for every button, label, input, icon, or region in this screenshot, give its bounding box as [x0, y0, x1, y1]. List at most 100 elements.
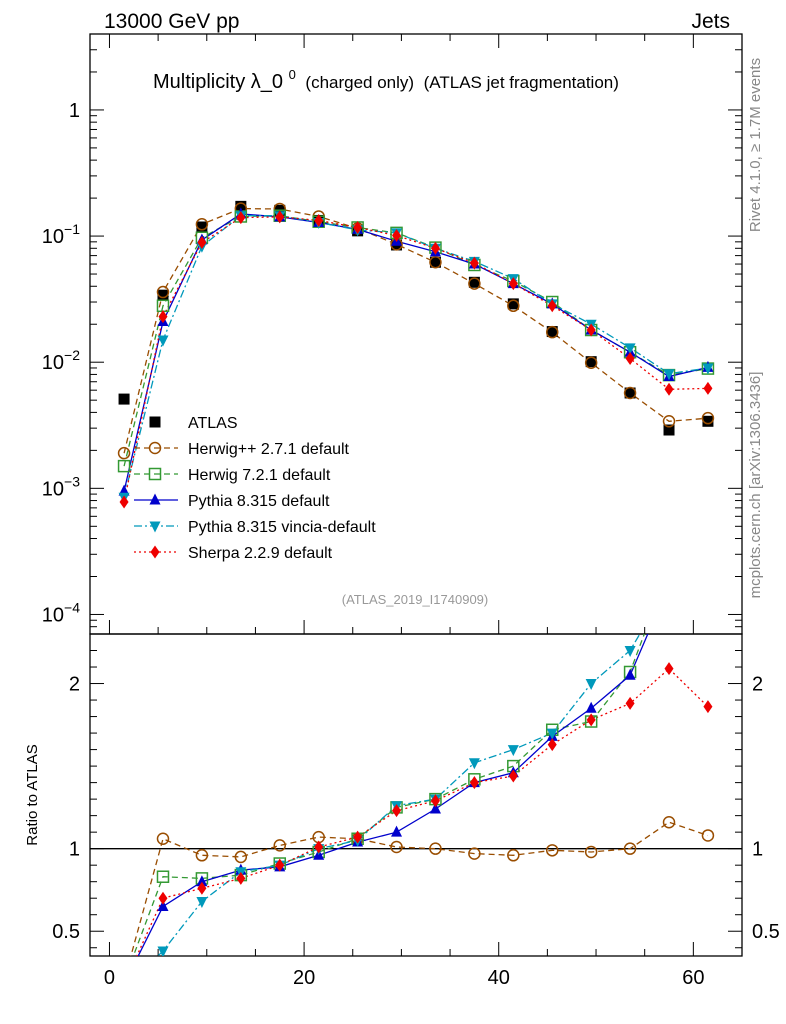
series-lines-layer	[123, 207, 709, 956]
legend: ATLAS Herwig++ 2.7.1 default Herwig 7.2.1 …	[134, 415, 376, 562]
series-marker	[469, 256, 479, 270]
series-point-main-herwig-2-7-1-default	[117, 446, 131, 460]
series-point-ratio-pythia-8-315-vincia-default	[157, 946, 169, 956]
series-point-ratio-pythia-8-315-default	[429, 802, 441, 814]
series-point-main-sherpa-2-2-9-default	[314, 213, 324, 227]
legend-label-herwig-7-2-1-default: Herwig 7.2.1 default	[188, 467, 331, 484]
series-marker	[157, 946, 169, 956]
series-marker	[430, 241, 440, 255]
series-point-main-herwig-2-7-1-default	[584, 356, 598, 370]
data-point-atlas-marker	[429, 256, 441, 268]
series-marker	[353, 830, 363, 844]
data-point-atlas	[157, 289, 169, 301]
series-marker	[119, 975, 130, 986]
series-marker	[156, 832, 170, 846]
series-marker	[157, 335, 169, 347]
series-marker	[468, 758, 480, 770]
series-point-ratio-herwig-2-7-1-default	[390, 840, 403, 854]
series-line-ratio-herwig-7-2-1-default	[132, 634, 645, 956]
series-point-ratio-sherpa-2-2-9-default	[547, 738, 557, 752]
series-point-ratio-sherpa-2-2-9-default	[703, 700, 713, 714]
ratio-tick-label-right: 0.5	[752, 921, 780, 943]
series-marker	[702, 579, 713, 590]
legend-marker-atlas	[149, 416, 161, 428]
series-marker	[623, 386, 637, 400]
data-point-atlas	[468, 276, 480, 288]
series-marker	[664, 578, 675, 589]
x-tick-label: 20	[293, 967, 315, 989]
series-point-ratio-sherpa-2-2-9-default	[430, 794, 440, 808]
series-point-main-sherpa-2-2-9-default	[586, 323, 596, 337]
series-marker	[392, 804, 402, 818]
series-point-ratio-herwig-2-7-1-default	[584, 845, 598, 859]
rivet-version-label: Rivet 4.1.0, ≥ 1.7M events	[747, 58, 764, 232]
series-marker	[195, 849, 209, 862]
plot-title-suffix2: (ATLAS jet fragmentation)	[424, 73, 619, 92]
series-marker	[468, 847, 481, 860]
legend-entry-atlas: ATLAS	[149, 415, 238, 432]
series-point-ratio-pythia-8-315-vincia-default	[546, 728, 558, 740]
series-line-ratio-pythia-8-315-default	[137, 634, 649, 956]
series-point-ratio-sherpa-2-2-9-default	[508, 769, 518, 783]
legend-entry-sherpa-2-2-9-default: Sherpa 2.2.9 default	[134, 545, 333, 562]
data-point-atlas	[429, 256, 441, 268]
legend-label-pythia-8-315-default: Pythia 8.315 default	[188, 493, 330, 510]
series-marker	[353, 220, 363, 234]
series-marker	[585, 679, 597, 691]
series-marker	[664, 382, 674, 396]
series-point-main-sherpa-2-2-9-default	[430, 241, 440, 255]
series-point-ratio-herwig-2-7-1-default	[195, 849, 209, 862]
series-marker	[624, 646, 636, 658]
y-tick-label-exponent: −3	[64, 473, 80, 489]
series-point-ratio-sherpa-2-2-9-default	[353, 830, 363, 844]
series-point-ratio-sherpa-2-2-9-default	[586, 713, 596, 727]
data-point-atlas	[663, 424, 675, 436]
series-marker	[156, 870, 170, 883]
data-point-atlas-marker	[196, 221, 208, 233]
series-point-ratio-herwig-7-2-1-default	[664, 562, 675, 573]
series-point-ratio-pythia-8-315-vincia-default	[702, 563, 713, 574]
data-point-atlas-marker	[585, 356, 597, 368]
series-point-ratio-sherpa-2-2-9-default	[664, 662, 674, 676]
y-tick-label: 10−2	[42, 347, 80, 374]
y-tick-label: 10−3	[42, 473, 80, 500]
series-point-ratio-pythia-8-315-vincia-default	[664, 580, 675, 591]
series-point-main-pythia-8-315-vincia-default	[157, 335, 169, 347]
series-marker	[508, 277, 518, 291]
series-point-main-sherpa-2-2-9-default	[625, 351, 635, 365]
series-point-ratio-pythia-8-315-vincia-default	[507, 745, 519, 757]
series-marker	[429, 256, 442, 269]
ratio-tick-label-left: 2	[69, 674, 80, 696]
series-point-ratio-pythia-8-315-vincia-default	[468, 758, 480, 770]
y-tick-label-base: 10	[42, 226, 64, 248]
series-point-main-herwig-2-7-1-default	[429, 256, 442, 269]
series-point-main-herwig-2-7-1-default	[623, 386, 637, 400]
series-marker	[586, 323, 596, 337]
series-marker	[663, 369, 675, 381]
series-point-ratio-herwig-2-7-1-default	[623, 842, 637, 855]
series-marker	[702, 561, 713, 572]
series-point-ratio-sherpa-2-2-9-default	[120, 978, 129, 991]
series-marker	[119, 495, 129, 509]
series-marker	[156, 285, 170, 299]
plot-title: Multiplicity λ_0 0 (charged only) (ATLAS…	[153, 62, 619, 93]
series-marker	[196, 875, 208, 887]
series-point-main-sherpa-2-2-9-default	[236, 211, 246, 225]
series-marker	[547, 299, 557, 313]
series-marker	[624, 668, 636, 680]
series-point-ratio-sherpa-2-2-9-default	[625, 696, 635, 710]
ratio-tick-label-right: 1	[752, 839, 763, 861]
legend-entry-herwig-2-7-1-default: Herwig++ 2.7.1 default	[134, 441, 350, 458]
series-marker	[625, 696, 635, 710]
series-point-ratio-pythia-8-315-default	[157, 899, 169, 911]
series-point-ratio-herwig-2-7-1-default	[273, 839, 287, 852]
series-marker	[236, 211, 246, 225]
energy-label: 13000 GeV pp	[104, 10, 239, 33]
legend-label-pythia-8-315-vincia-default: Pythia 8.315 vincia-default	[188, 519, 376, 536]
series-point-main-sherpa-2-2-9-default	[197, 235, 207, 249]
series-point-ratio-herwig-2-7-1-default	[468, 847, 481, 860]
legend-label-sherpa-2-2-9-default: Sherpa 2.2.9 default	[188, 545, 333, 562]
series-point-ratio-herwig-7-2-1-default	[119, 975, 130, 986]
series-line-ratio-pythia-8-315-vincia-default	[156, 634, 641, 956]
